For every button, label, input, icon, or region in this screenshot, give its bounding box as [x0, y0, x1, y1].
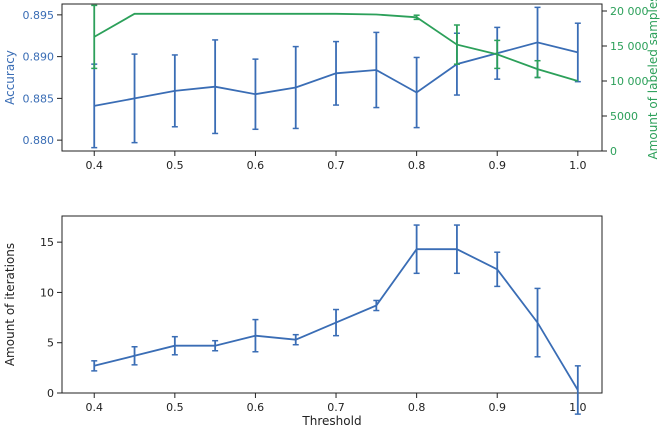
y-tick-label: 15 [40, 236, 54, 249]
x-tick-label: 0.7 [327, 159, 345, 172]
y2-axis-label: Amount of labeled samples [646, 0, 660, 160]
x-axis-label: Threshold [301, 414, 361, 428]
x-tick-label: 0.8 [408, 159, 426, 172]
y-tick-label: 0.885 [23, 92, 55, 105]
y-tick-label: 0.890 [23, 51, 55, 64]
x-tick-label: 0.5 [166, 401, 184, 414]
x-tick-label: 0.7 [327, 401, 345, 414]
y-tick-label: 5 [47, 337, 54, 350]
iterations-plot: 0.40.50.60.70.80.91.0051015Amount of ite… [3, 215, 603, 428]
y2-tick-label: 10 000 [610, 75, 649, 88]
y2-tick-label: 5000 [610, 110, 638, 123]
y-tick-label: 10 [40, 286, 54, 299]
y2-tick-label: 0 [610, 145, 617, 158]
x-tick-label: 0.9 [488, 401, 506, 414]
x-tick-label: 0.8 [408, 401, 426, 414]
x-tick-label: 0.4 [85, 159, 103, 172]
x-tick-label: 0.6 [247, 159, 265, 172]
y-tick-label: 0.895 [23, 9, 55, 22]
y-tick-label: 0 [47, 387, 54, 400]
x-tick-label: 0.9 [488, 159, 506, 172]
x-tick-label: 0.5 [166, 159, 184, 172]
y2-tick-label: 20 000 [610, 5, 649, 18]
x-tick-label: 0.4 [85, 401, 103, 414]
y2-tick-label: 15 000 [610, 40, 649, 53]
plot-frame [61, 215, 603, 394]
y-axis-label: Amount of iterations [3, 243, 17, 366]
y-tick-label: 0.880 [23, 134, 55, 147]
x-tick-label: 0.6 [247, 401, 265, 414]
plot-frame [61, 3, 603, 152]
y-axis-label: Accuracy [3, 50, 17, 105]
accuracy-samples-plot: 0.4 0.5 0.6 0.7 0.8 0.9 1.0 0.880 0.885 0.890 0.89… [3, 0, 660, 172]
x-tick-label: 1.0 [569, 159, 587, 172]
